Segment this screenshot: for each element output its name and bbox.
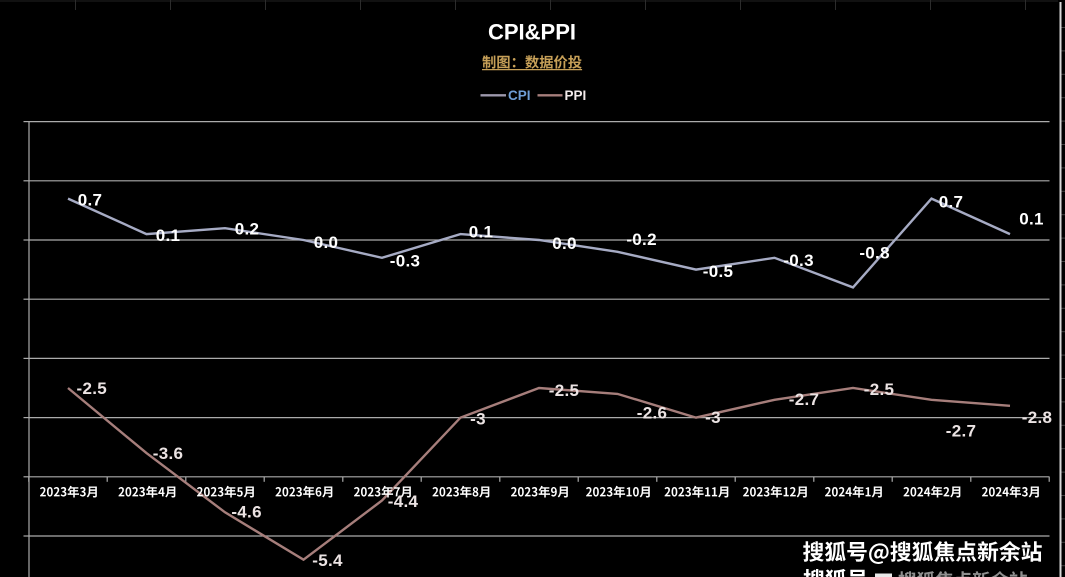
svg-text:CPI: CPI <box>508 88 531 103</box>
svg-text:-2.8: -2.8 <box>1022 408 1053 427</box>
svg-text:-3: -3 <box>470 410 486 429</box>
svg-text:-0.3: -0.3 <box>390 252 421 271</box>
svg-text:-2.6: -2.6 <box>637 404 668 423</box>
svg-text:-3: -3 <box>705 408 721 427</box>
svg-text:CPI&PPI: CPI&PPI <box>488 19 576 44</box>
svg-text:-2.7: -2.7 <box>789 390 820 409</box>
svg-text:-2.7: -2.7 <box>946 422 977 441</box>
svg-text:-3.6: -3.6 <box>153 444 184 463</box>
svg-text:0.7: 0.7 <box>78 191 103 210</box>
svg-text:-0.5: -0.5 <box>703 262 734 281</box>
svg-text:-4.6: -4.6 <box>231 502 262 521</box>
svg-text:0.1: 0.1 <box>1019 210 1044 229</box>
svg-text:0.2: 0.2 <box>235 220 260 239</box>
svg-text:-2.5: -2.5 <box>77 379 108 398</box>
svg-text:-0.8: -0.8 <box>859 244 890 263</box>
svg-text:0.0: 0.0 <box>552 234 577 253</box>
svg-text:-2.5: -2.5 <box>864 380 895 399</box>
svg-text:0.1: 0.1 <box>469 223 494 242</box>
svg-text:0.7: 0.7 <box>939 193 964 212</box>
svg-text:0.1: 0.1 <box>156 226 181 245</box>
svg-text:-5.4: -5.4 <box>312 551 343 570</box>
svg-text:PPI: PPI <box>565 88 587 103</box>
svg-text:-0.2: -0.2 <box>626 230 657 249</box>
svg-text:-0.3: -0.3 <box>783 251 814 270</box>
svg-text:0.0: 0.0 <box>314 233 339 252</box>
svg-text:-4.4: -4.4 <box>388 492 419 511</box>
svg-text:-2.5: -2.5 <box>549 381 580 400</box>
